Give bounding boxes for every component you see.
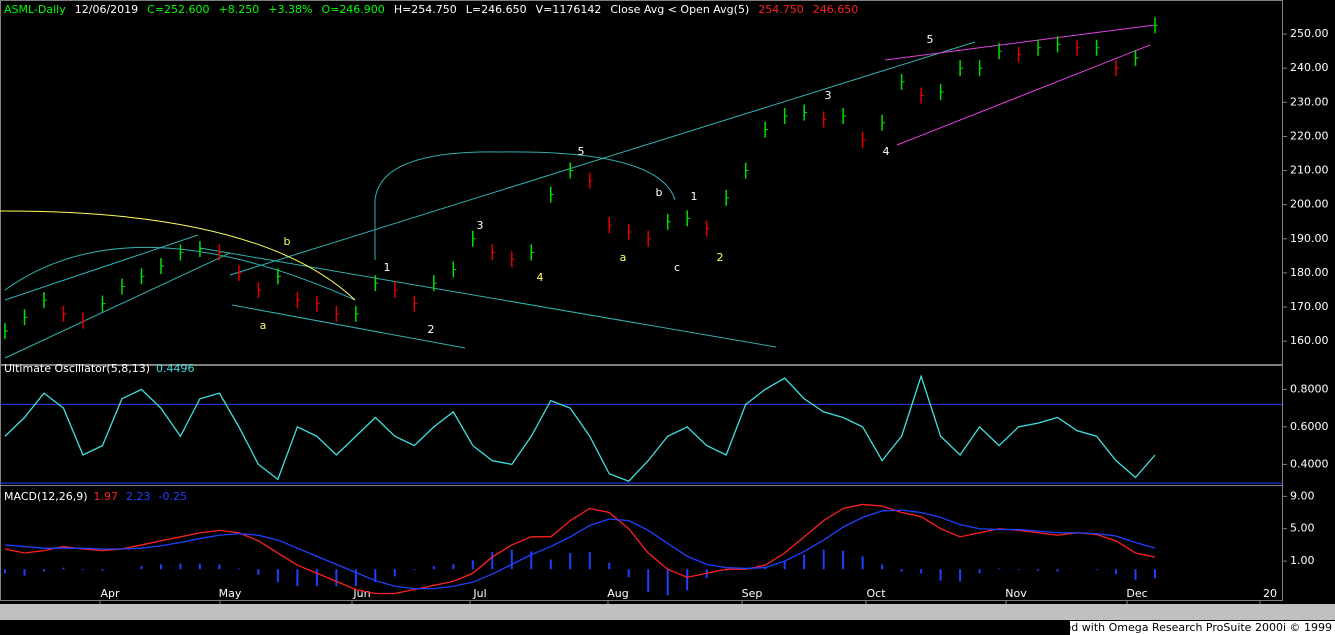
macd-frame bbox=[0, 485, 1283, 601]
trend-line bbox=[199, 247, 777, 348]
header-text: H=254.750 bbox=[394, 3, 457, 16]
footer-box bbox=[1070, 621, 1335, 635]
scrollbar[interactable] bbox=[0, 604, 1335, 620]
wave-label: 3 bbox=[477, 219, 484, 232]
y-tick-label: 180.00 bbox=[1290, 266, 1329, 279]
header-text: ASML-Daily bbox=[4, 3, 66, 16]
wedge-lines bbox=[884, 24, 1156, 146]
header-text: 254.750 bbox=[758, 3, 804, 16]
legend-value: 1.97 bbox=[94, 490, 119, 503]
x-tick-label: Oct bbox=[866, 587, 886, 600]
y-tick-label: 210.00 bbox=[1290, 164, 1329, 177]
arc bbox=[4, 246, 356, 301]
y-tick-label: 170.00 bbox=[1290, 300, 1329, 313]
legend-value: 2.23 bbox=[126, 490, 151, 503]
header-text: C=252.600 bbox=[147, 3, 209, 16]
y-tick-label: 0.6000 bbox=[1290, 420, 1329, 433]
x-tick-label: Jul bbox=[472, 587, 486, 600]
y-tick-label: 5.00 bbox=[1290, 522, 1315, 535]
y-tick-label: 9.00 bbox=[1290, 489, 1315, 502]
x-tick-label: Sep bbox=[742, 587, 763, 600]
wave-label: a bbox=[620, 251, 627, 264]
y-tick-label: 160.00 bbox=[1290, 334, 1329, 347]
y-tick-label: 230.00 bbox=[1290, 95, 1329, 108]
wave-label: 1 bbox=[691, 190, 698, 203]
y-tick-label: 1.00 bbox=[1290, 554, 1315, 567]
arc bbox=[0, 210, 356, 301]
line bbox=[4, 374, 1156, 483]
arc bbox=[374, 151, 676, 260]
panel-title: Ultimate Oscillator(5,8,13) bbox=[4, 362, 150, 375]
y-tick-label: 0.4000 bbox=[1290, 457, 1329, 470]
wave-label: a bbox=[260, 319, 267, 332]
y-tick-label: 250.00 bbox=[1290, 27, 1329, 40]
wave-label: 5 bbox=[578, 145, 585, 158]
wave-label: b bbox=[656, 186, 663, 199]
y-tick-label: 220.00 bbox=[1290, 129, 1329, 142]
trend-line bbox=[231, 304, 466, 349]
wave-label: 4 bbox=[883, 145, 890, 158]
header-text: L=246.650 bbox=[466, 3, 527, 16]
x-tick-label: Dec bbox=[1126, 587, 1147, 600]
panel-value: 0.4496 bbox=[156, 362, 195, 375]
y-tick-label: 240.00 bbox=[1290, 61, 1329, 74]
x-tick-label: Nov bbox=[1005, 587, 1027, 600]
wave-label: 2 bbox=[717, 251, 724, 264]
header-text: 246.650 bbox=[813, 3, 859, 16]
footer: Created with Omega Research ProSuite 200… bbox=[1035, 621, 1332, 634]
trend-line bbox=[4, 234, 199, 301]
header-text: O=246.900 bbox=[321, 3, 384, 16]
header-text: +3.38% bbox=[268, 3, 312, 16]
header-text: 12/06/2019 bbox=[75, 3, 138, 16]
header-text: Close Avg < Open Avg(5) bbox=[610, 3, 749, 16]
wave-label: c bbox=[674, 261, 680, 274]
legend-value: -0.25 bbox=[159, 490, 187, 503]
price-frame bbox=[0, 0, 1283, 365]
y-tick-label: 190.00 bbox=[1290, 232, 1329, 245]
trend-line bbox=[4, 252, 231, 359]
panel-title: MACD(12,26,9) bbox=[4, 490, 88, 503]
y-tick-label: 0.8000 bbox=[1290, 382, 1329, 395]
wave-label: 2 bbox=[428, 323, 435, 336]
wave-label: 1 bbox=[384, 261, 391, 274]
wedge-line bbox=[884, 24, 1156, 61]
x-tick-label: Aug bbox=[607, 587, 628, 600]
wedge-line bbox=[896, 44, 1151, 146]
trend-lines bbox=[4, 41, 976, 359]
header-text: V=1176142 bbox=[536, 3, 602, 16]
x-tick-label: May bbox=[219, 587, 242, 600]
header-text: +8.250 bbox=[219, 3, 260, 16]
wave-label: 4 bbox=[537, 271, 544, 284]
wave-label: b bbox=[284, 235, 291, 248]
x-tick-label: Apr bbox=[100, 587, 120, 600]
wave-label: 5 bbox=[927, 33, 934, 46]
line bbox=[4, 503, 1156, 595]
y-tick-label: 200.00 bbox=[1290, 198, 1329, 211]
line bbox=[4, 509, 1156, 590]
x-tick-label: 20 bbox=[1263, 587, 1277, 600]
frames bbox=[0, 0, 1283, 601]
wave-label: 3 bbox=[825, 89, 832, 102]
